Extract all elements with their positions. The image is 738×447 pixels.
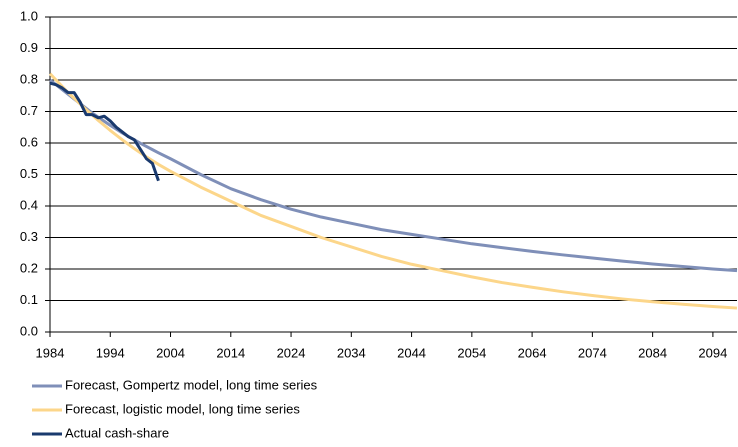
x-tick-label: 2024 [277,345,306,360]
x-tick-label: 2094 [698,345,727,360]
x-tick-label: 2064 [518,345,547,360]
x-tick-label: 2034 [337,345,366,360]
legend-label: Forecast, logistic model, long time seri… [65,401,300,416]
y-tick-label: 1.0 [20,8,38,23]
x-tick-label: 2074 [578,345,607,360]
legend-label: Forecast, Gompertz model, long time seri… [65,377,318,392]
y-tick-label: 0.3 [20,229,38,244]
y-tick-label: 0.7 [20,103,38,118]
x-tick-label: 2054 [457,345,486,360]
legend-label: Actual cash-share [65,425,169,440]
y-tick-label: 0.1 [20,292,38,307]
series-line [49,78,738,273]
x-tick-label: 1994 [96,345,125,360]
series-line [48,72,738,310]
y-tick-label: 0.2 [20,260,38,275]
x-tick-label: 2044 [397,345,426,360]
x-tick-label: 1984 [36,345,65,360]
y-tick-label: 0.9 [20,40,38,55]
y-tick-label: 0.4 [20,197,38,212]
series-line [49,81,160,182]
y-tick-label: 0.8 [20,71,38,86]
x-tick-label: 2004 [156,345,185,360]
y-tick-label: 0.6 [20,134,38,149]
x-tick-label: 2014 [216,345,245,360]
y-tick-label: 0.5 [20,166,38,181]
y-tick-label: 0.0 [20,323,38,338]
x-tick-label: 2084 [638,345,667,360]
